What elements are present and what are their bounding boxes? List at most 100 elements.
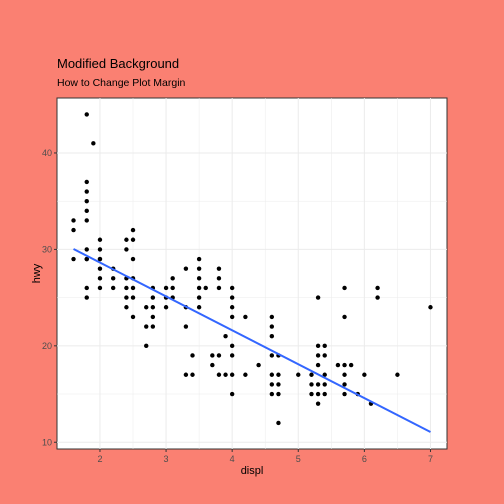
data-point — [170, 285, 175, 291]
x-tick-label: 5 — [296, 454, 301, 464]
data-point — [296, 372, 301, 377]
data-point — [190, 353, 195, 358]
data-point — [84, 189, 89, 194]
data-point — [183, 372, 189, 377]
data-point — [110, 285, 116, 291]
data-point — [276, 372, 281, 377]
data-point — [309, 382, 314, 387]
data-point — [243, 314, 248, 320]
data-point — [269, 353, 275, 358]
data-point — [309, 391, 314, 397]
data-point — [183, 266, 189, 271]
data-point — [97, 247, 103, 252]
x-tick-label: 3 — [164, 454, 169, 464]
data-point — [315, 295, 321, 300]
data-point — [196, 285, 202, 291]
gridlines — [57, 98, 447, 449]
data-point — [229, 295, 235, 300]
data-point — [84, 218, 89, 223]
x-tick-label: 7 — [428, 454, 433, 464]
data-point — [84, 295, 89, 300]
data-point — [196, 295, 202, 300]
data-point — [335, 362, 341, 368]
data-point — [196, 266, 202, 271]
data-point — [196, 305, 202, 310]
chart-subtitle: How to Change Plot Margin — [57, 77, 186, 89]
chart-title: Modified Background — [57, 56, 179, 71]
data-point — [375, 285, 380, 291]
data-point — [375, 295, 380, 300]
data-point — [84, 112, 89, 117]
data-point — [124, 295, 129, 300]
y-tick-label: 30 — [42, 244, 52, 254]
trend-line-group — [73, 248, 431, 433]
data-point — [124, 237, 129, 242]
data-point — [130, 295, 136, 300]
data-point — [229, 343, 235, 349]
data-point — [342, 382, 347, 387]
data-point — [170, 276, 175, 281]
data-point — [243, 372, 248, 377]
data-point — [210, 353, 215, 358]
data-point — [130, 285, 136, 291]
data-point — [342, 285, 347, 291]
data-point — [84, 179, 89, 185]
data-point — [130, 227, 136, 233]
data-point — [229, 372, 235, 377]
data-point — [97, 237, 103, 242]
data-point — [342, 391, 347, 397]
data-point — [97, 256, 103, 262]
data-point — [110, 276, 116, 281]
data-point — [269, 314, 275, 320]
data-point — [315, 343, 321, 349]
data-point — [223, 333, 228, 339]
data-point — [84, 285, 89, 291]
data-point — [144, 343, 149, 349]
data-point — [348, 362, 354, 368]
y-tick-label: 10 — [42, 437, 52, 447]
data-point — [91, 141, 96, 146]
y-axis-label: hwy — [31, 263, 43, 283]
data-point — [276, 391, 281, 397]
data-point — [84, 256, 89, 262]
data-point — [362, 372, 367, 377]
data-point — [124, 247, 129, 252]
data-point — [342, 372, 347, 377]
data-point — [322, 391, 327, 397]
data-point — [84, 198, 89, 204]
data-point — [144, 324, 149, 329]
data-point — [163, 285, 169, 291]
data-point — [97, 276, 103, 281]
data-point — [309, 372, 314, 377]
data-point — [163, 305, 169, 310]
data-point — [203, 285, 208, 291]
data-point — [190, 372, 195, 377]
data-point — [71, 218, 76, 223]
data-point — [130, 256, 136, 262]
x-axis-ticks: 2 3 4 5 6 7 — [97, 449, 433, 464]
data-point — [144, 305, 149, 310]
data-point — [216, 372, 222, 377]
data-point — [322, 343, 327, 349]
data-point — [84, 247, 89, 252]
data-point — [97, 266, 103, 271]
data-point — [269, 372, 275, 377]
data-point — [196, 276, 202, 281]
data-point — [269, 391, 275, 397]
data-point — [229, 305, 235, 310]
data-point — [84, 208, 89, 214]
data-point — [150, 314, 156, 320]
data-point — [216, 353, 222, 358]
data-point — [428, 305, 433, 310]
data-point — [322, 353, 327, 358]
x-tick-label: 6 — [362, 454, 367, 464]
data-point — [315, 353, 321, 358]
data-point — [229, 391, 235, 397]
data-point — [229, 285, 235, 291]
data-point — [315, 382, 321, 387]
y-axis-ticks: 10 20 30 40 — [42, 148, 57, 447]
data-point — [130, 237, 136, 242]
data-point — [150, 295, 156, 300]
data-point — [269, 324, 275, 329]
